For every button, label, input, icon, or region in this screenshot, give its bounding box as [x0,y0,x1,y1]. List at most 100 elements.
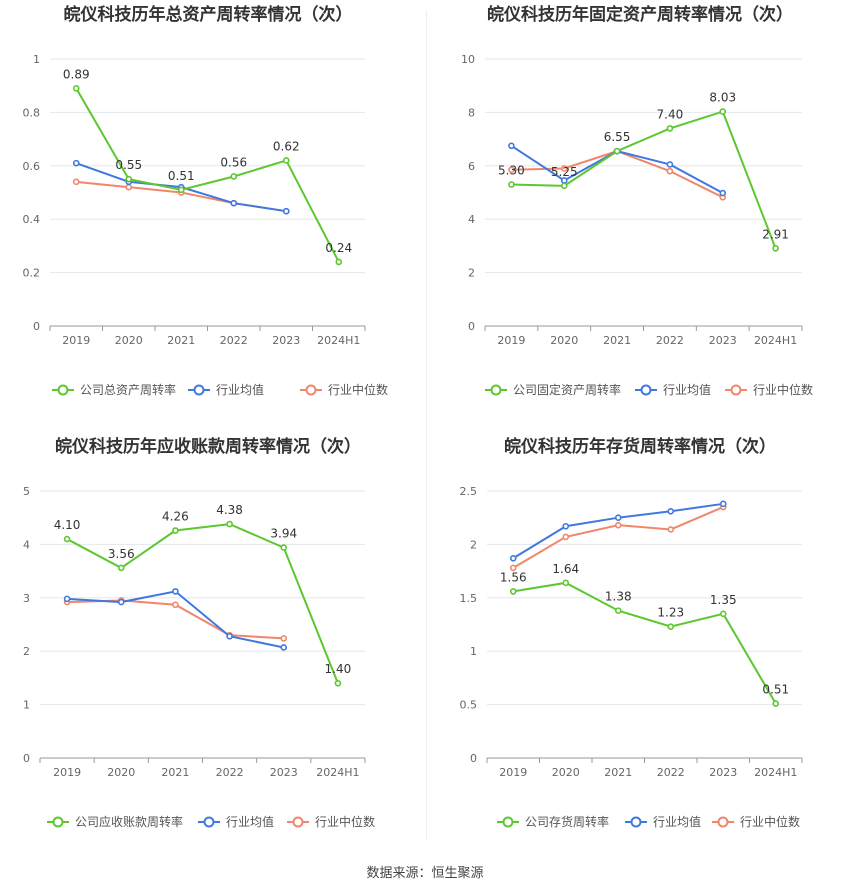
data-point [614,521,622,529]
x-tick-label: 2022 [657,766,685,779]
data-point [72,85,80,92]
y-tick-label: 10 [461,53,475,66]
series-line [67,590,284,649]
data-point [117,564,125,572]
x-tick-label: 2019 [499,766,527,779]
series-line [513,581,777,705]
panel-divider [426,10,427,840]
data-label: 1.56 [500,570,527,584]
x-tick-label: 2023 [270,766,298,779]
legend-industry-median-label: 行业中位数 [315,814,375,829]
data-point [560,165,568,172]
x-tick-label: 2021 [603,334,631,347]
data-point [719,610,727,618]
x-tick-label: 2022 [216,766,244,779]
data-point [719,500,727,508]
data-point [125,175,133,183]
legend-industry-average-marker [640,384,652,396]
data-label: 1.35 [710,593,737,607]
legend-industry-average-label: 行业均值 [653,814,701,829]
data-label: 4.38 [216,503,243,517]
data-point [562,522,570,530]
y-tick-label: 0.4 [23,213,41,226]
y-tick-label: 8 [468,106,475,119]
data-label: 3.56 [108,547,135,561]
data-point [613,147,621,155]
chart-panel-inventory-turnover: 皖仪科技历年存货周转率情况（次） 0 0.5 1 1.5 2 2.5 2019 2020 2021… [425,432,850,862]
data-label: 4.26 [162,510,189,524]
legend-industry-median-label: 行业中位数 [328,382,388,397]
data-point [226,632,233,640]
y-tick-label: 4 [23,538,30,551]
chart-panel-receivables-turnover: 皖仪科技历年应收账款周转率情况（次） 0 1 2 3 4 5 2019 2020 2021 2022… [0,432,425,862]
y-tick-label: 2.5 [460,485,478,498]
data-point [280,635,288,642]
series-line [66,523,339,684]
legend-industry-average-label: 行业均值 [663,382,711,397]
data-label: 0.51 [762,683,789,697]
legend-company-marker [57,384,69,396]
y-tick-label: 1 [470,645,477,658]
data-point [509,554,517,562]
y-tick-label: 1.5 [460,592,478,605]
data-point [172,601,179,609]
data-label: 1.38 [605,590,632,604]
legend-industry-median-marker [730,384,742,396]
y-tick-label: 0.6 [23,160,41,173]
chart-title: 皖仪科技历年存货周转率情况（次） [504,436,776,457]
data-point [508,181,515,188]
y-tick-label: 0 [468,320,475,333]
legend-company-marker [490,384,502,396]
y-tick-label: 3 [23,592,30,605]
data-point [667,623,675,630]
x-tick-label: 2020 [107,766,135,779]
data-point [666,125,674,132]
x-tick-label: 2022 [220,334,248,347]
y-tick-label: 0 [470,752,477,765]
data-point [282,157,290,164]
data-label: 1.40 [325,662,352,676]
data-label: 5.30 [498,163,525,177]
data-point [125,183,133,191]
y-tick-label: 5 [23,485,30,498]
data-label: 2.91 [762,227,789,241]
x-tick-label: 2023 [272,334,300,347]
data-label: 7.40 [657,107,684,121]
chart-svg: 皖仪科技历年应收账款周转率情况（次） 0 1 2 3 4 5 2019 2020 2021 2022… [23,436,375,829]
data-label: 8.03 [709,91,736,105]
x-tick-label: 2020 [550,334,578,347]
y-tick-label: 0 [23,752,30,765]
legend-industry-average-label: 行业均值 [216,382,264,397]
x-tick-label: 2021 [167,334,195,347]
data-point [172,527,179,534]
legend-industry-average-marker [630,816,642,828]
data-label: 0.51 [168,169,195,183]
data-point [667,507,675,515]
source-note: 数据来源：恒生聚源 [366,866,484,881]
y-tick-label: 2 [470,538,477,551]
data-point [72,159,80,167]
data-point [562,579,570,587]
chart-svg: 皖仪科技历年总资产周转率情况（次） 0 0.2 0.4 0.6 0.8 1 2019 2020 2… [23,4,389,397]
x-tick-label: 2024H1 [316,766,359,779]
chart-title: 皖仪科技历年总资产周转率情况（次） [64,4,353,25]
data-point [335,258,343,266]
y-tick-label: 2 [23,645,30,658]
data-point [562,533,570,541]
legend-industry-median-marker [292,816,304,828]
y-tick-label: 1 [23,699,30,712]
legend-industry-median-marker [717,816,729,828]
y-tick-label: 0 [33,320,40,333]
legend-industry-average-marker [203,816,215,828]
data-label: 0.55 [115,158,142,172]
legend-company-marker [502,816,514,828]
x-tick-label: 2023 [709,766,737,779]
legend-company-label: 公司应收账款周转率 [75,814,183,829]
data-point [508,142,515,150]
y-tick-label: 6 [468,160,475,173]
y-tick-label: 4 [468,213,475,226]
series-line [511,150,724,199]
data-point [719,189,727,197]
x-tick-label: 2020 [552,766,580,779]
